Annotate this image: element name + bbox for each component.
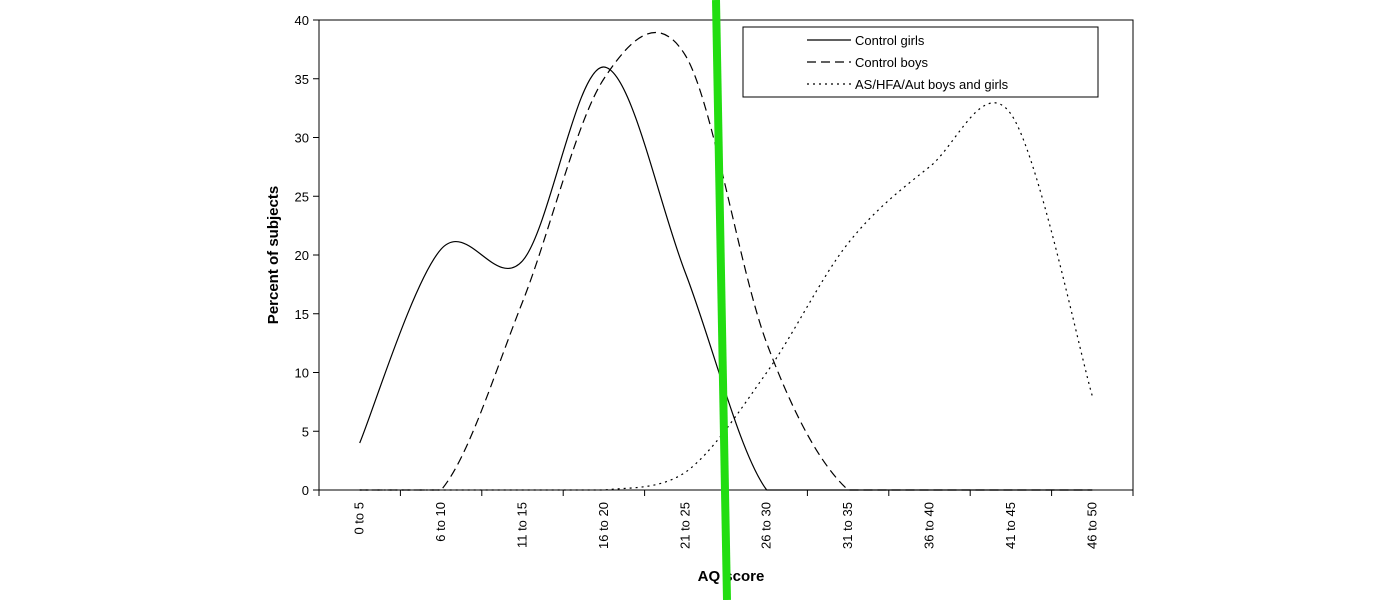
y-tick-label: 0 (302, 483, 309, 498)
y-tick-label: 10 (295, 366, 309, 381)
legend-box (742, 26, 1099, 98)
x-axis: 0 to 5 6 to 10 11 to 15 16 to 20 21 to 25 26 … (318, 490, 1134, 549)
legend: Control girls Control boys AS/HFA/Aut boys… (742, 26, 1099, 98)
y-tick-label: 20 (295, 248, 309, 263)
x-tick-label: 0 to 5 (352, 502, 367, 535)
x-tick-label: 31 to 35 (840, 502, 855, 549)
series-line-3 (359, 102, 1093, 491)
series-layer (359, 32, 1093, 491)
x-tick-label: 21 to 25 (677, 502, 692, 549)
y-axis-title: Percent of subjects (265, 186, 282, 324)
x-tick-label: 46 to 50 (1084, 502, 1099, 549)
y-tick-label: 35 (295, 72, 309, 87)
x-tick-label: 6 to 10 (433, 502, 448, 542)
x-tick-label: 16 to 20 (596, 502, 611, 549)
legend-label-3: AS/HFA/Aut boys and girls (855, 77, 1009, 92)
x-tick-label: 11 to 15 (515, 502, 530, 548)
x-tick-label: 26 to 30 (759, 502, 774, 549)
legend-label-1: Control girls (855, 33, 925, 48)
y-axis: 0 5 10 15 20 25 30 35 40 (295, 13, 319, 498)
y-tick-label: 25 (295, 189, 309, 204)
legend-label-2: Control boys (855, 55, 928, 70)
x-axis-title: AQ score (698, 568, 765, 585)
y-tick-label: 5 (302, 424, 309, 439)
x-tick-label: 41 to 45 (1003, 502, 1018, 549)
y-tick-label: 40 (295, 13, 309, 28)
green-overlay-line (712, 0, 731, 600)
y-tick-label: 15 (295, 307, 309, 322)
x-tick-label: 36 to 40 (922, 502, 937, 549)
y-tick-label: 30 (295, 131, 309, 146)
series-line-2 (359, 32, 1093, 491)
